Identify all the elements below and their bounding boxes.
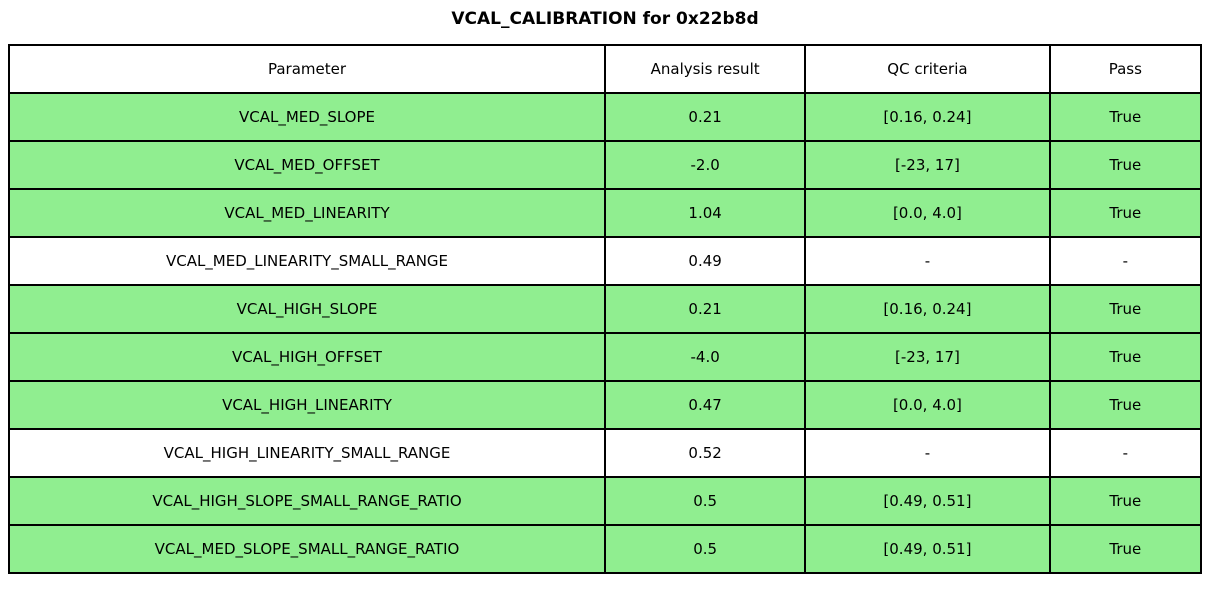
cell-pass: True [1048, 524, 1203, 574]
cell-analysis-result: 1.04 [603, 188, 807, 238]
cell-parameter: VCAL_MED_LINEARITY [8, 188, 606, 238]
cell-analysis-result: 0.52 [603, 428, 807, 478]
cell-qc-criteria: [0.0, 4.0] [804, 188, 1051, 238]
column-header-pass: Pass [1048, 44, 1203, 94]
table-body: VCAL_MED_SLOPE 0.21 [0.16, 0.24] True VCAL_M… [8, 92, 1203, 574]
table-header: Parameter Analysis result QC criteria Pass [8, 44, 1203, 94]
table-row: VCAL_HIGH_LINEARITY_SMALL_RANGE 0.52- - [8, 428, 1203, 478]
table-row: VCAL_MED_LINEARITY_SMALL_RANGE 0.49- - [8, 236, 1203, 286]
cell-analysis-result: 0.47 [603, 380, 807, 430]
cell-qc-criteria: [0.49, 0.51] [804, 524, 1051, 574]
cell-qc-criteria: [-23, 17] [804, 332, 1051, 382]
cell-analysis-result: 0.49 [603, 236, 807, 286]
cell-qc-criteria: [0.0, 4.0] [804, 380, 1051, 430]
table-row: VCAL_MED_OFFSET -2.0 [-23, 17] True [8, 140, 1203, 190]
cell-analysis-result: 0.21 [603, 92, 807, 142]
cell-parameter: VCAL_MED_OFFSET [8, 140, 606, 190]
cell-analysis-result: 0.5 [603, 524, 807, 574]
cell-analysis-result: 0.21 [603, 284, 807, 334]
cell-pass: True [1048, 188, 1203, 238]
chart-title: VCAL_CALIBRATION for 0x22b8d [451, 9, 759, 29]
cell-analysis-result: -4.0 [603, 332, 807, 382]
cell-pass: - [1048, 236, 1203, 286]
cell-parameter: VCAL_HIGH_OFFSET [8, 332, 606, 382]
cell-analysis-result: 0.5 [603, 476, 807, 526]
cell-parameter: VCAL_HIGH_LINEARITY_SMALL_RANGE [8, 428, 606, 478]
cell-qc-criteria: - [804, 236, 1051, 286]
table-row: VCAL_MED_LINEARITY 1.04 [0.0, 4.0] True [8, 188, 1203, 238]
table-row: VCAL_HIGH_LINEARITY 0.47 [0.0, 4.0] True [8, 380, 1203, 430]
cell-parameter: VCAL_HIGH_SLOPE_SMALL_RANGE_RATIO [8, 476, 606, 526]
cell-parameter: VCAL_MED_SLOPE_SMALL_RANGE_RATIO [8, 524, 606, 574]
cell-qc-criteria: [-23, 17] [804, 140, 1051, 190]
cell-pass: True [1048, 476, 1203, 526]
cell-analysis-result: -2.0 [603, 140, 807, 190]
cell-pass: True [1048, 284, 1203, 334]
cell-parameter: VCAL_HIGH_SLOPE [8, 284, 606, 334]
cell-pass: True [1048, 140, 1203, 190]
table-row: VCAL_HIGH_SLOPE_SMALL_RANGE_RATIO 0.5 [0.4… [8, 476, 1203, 526]
cell-qc-criteria: [0.49, 0.51] [804, 476, 1051, 526]
header-row: Parameter Analysis result QC criteria Pass [8, 44, 1203, 94]
table-row: VCAL_HIGH_OFFSET -4.0 [-23, 17] True [8, 332, 1203, 382]
column-header-parameter: Parameter [8, 44, 606, 94]
table-row: VCAL_MED_SLOPE_SMALL_RANGE_RATIO 0.5 [0.49… [8, 524, 1203, 574]
cell-pass: True [1048, 332, 1203, 382]
cell-qc-criteria: - [804, 428, 1051, 478]
cell-qc-criteria: [0.16, 0.24] [804, 284, 1051, 334]
column-header-qc-criteria: QC criteria [804, 44, 1051, 94]
cell-parameter: VCAL_MED_SLOPE [8, 92, 606, 142]
cell-pass: True [1048, 92, 1203, 142]
cell-qc-criteria: [0.16, 0.24] [804, 92, 1051, 142]
cell-parameter: VCAL_HIGH_LINEARITY [8, 380, 606, 430]
cell-parameter: VCAL_MED_LINEARITY_SMALL_RANGE [8, 236, 606, 286]
table-row: VCAL_HIGH_SLOPE 0.21 [0.16, 0.24] True [8, 284, 1203, 334]
column-header-analysis-result: Analysis result [603, 44, 807, 94]
table-row: VCAL_MED_SLOPE 0.21 [0.16, 0.24] True [8, 92, 1203, 142]
cell-pass: - [1048, 428, 1203, 478]
qc-results-table: Parameter Analysis result QC criteria Pass … [8, 44, 1203, 574]
cell-pass: True [1048, 380, 1203, 430]
